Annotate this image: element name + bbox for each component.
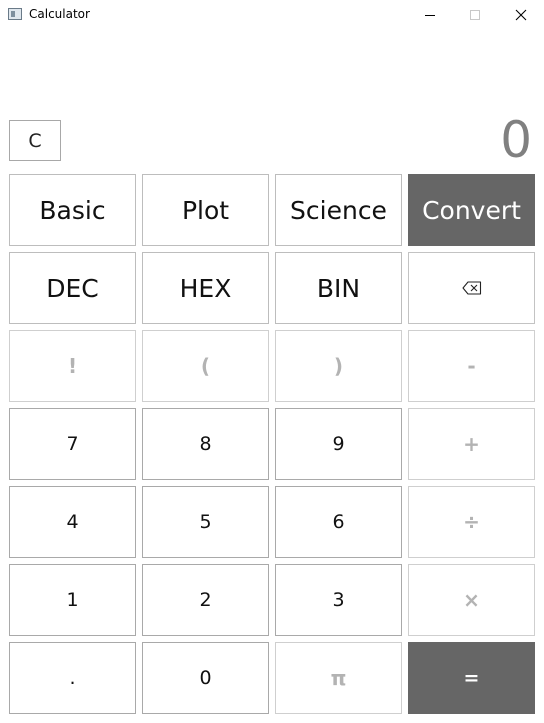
close-icon (515, 9, 527, 21)
equals-button[interactable]: = (408, 642, 535, 714)
clear-button[interactable]: C (9, 120, 61, 161)
close-button[interactable] (498, 0, 544, 30)
digit-1-button[interactable]: 1 (9, 564, 136, 636)
window-title: Calculator (29, 7, 90, 21)
mode-convert-button[interactable]: Convert (408, 174, 535, 246)
digit-8-button[interactable]: 8 (142, 408, 269, 480)
open-paren-button[interactable]: ( (142, 330, 269, 402)
digit-5-button[interactable]: 5 (142, 486, 269, 558)
title-bar: Calculator (0, 0, 544, 30)
digit-6-button[interactable]: 6 (275, 486, 402, 558)
digit-4-button[interactable]: 4 (9, 486, 136, 558)
digit-2-button[interactable]: 2 (142, 564, 269, 636)
minus-button[interactable]: - (408, 330, 535, 402)
minimize-icon (425, 15, 435, 16)
decimal-button[interactable]: . (9, 642, 136, 714)
close-paren-button[interactable]: ) (275, 330, 402, 402)
base-hex-button[interactable]: HEX (142, 252, 269, 324)
backspace-button[interactable] (408, 252, 535, 324)
digit-9-button[interactable]: 9 (275, 408, 402, 480)
backspace-icon (461, 281, 481, 295)
digit-7-button[interactable]: 7 (9, 408, 136, 480)
base-dec-button[interactable]: DEC (9, 252, 136, 324)
divide-button[interactable]: ÷ (408, 486, 535, 558)
mode-plot-button[interactable]: Plot (142, 174, 269, 246)
maximize-button[interactable] (452, 0, 498, 30)
mode-basic-button[interactable]: Basic (9, 174, 136, 246)
result-display: 0 (500, 111, 532, 169)
keypad: Basic Plot Science Convert DEC HEX BIN !… (9, 174, 535, 714)
plus-button[interactable]: + (408, 408, 535, 480)
digit-3-button[interactable]: 3 (275, 564, 402, 636)
multiply-button[interactable]: × (408, 564, 535, 636)
minimize-button[interactable] (407, 0, 453, 30)
pi-button[interactable]: π (275, 642, 402, 714)
mode-science-button[interactable]: Science (275, 174, 402, 246)
factorial-button[interactable]: ! (9, 330, 136, 402)
base-bin-button[interactable]: BIN (275, 252, 402, 324)
calculator-app-icon (8, 8, 22, 20)
maximize-icon (470, 10, 480, 20)
digit-0-button[interactable]: 0 (142, 642, 269, 714)
